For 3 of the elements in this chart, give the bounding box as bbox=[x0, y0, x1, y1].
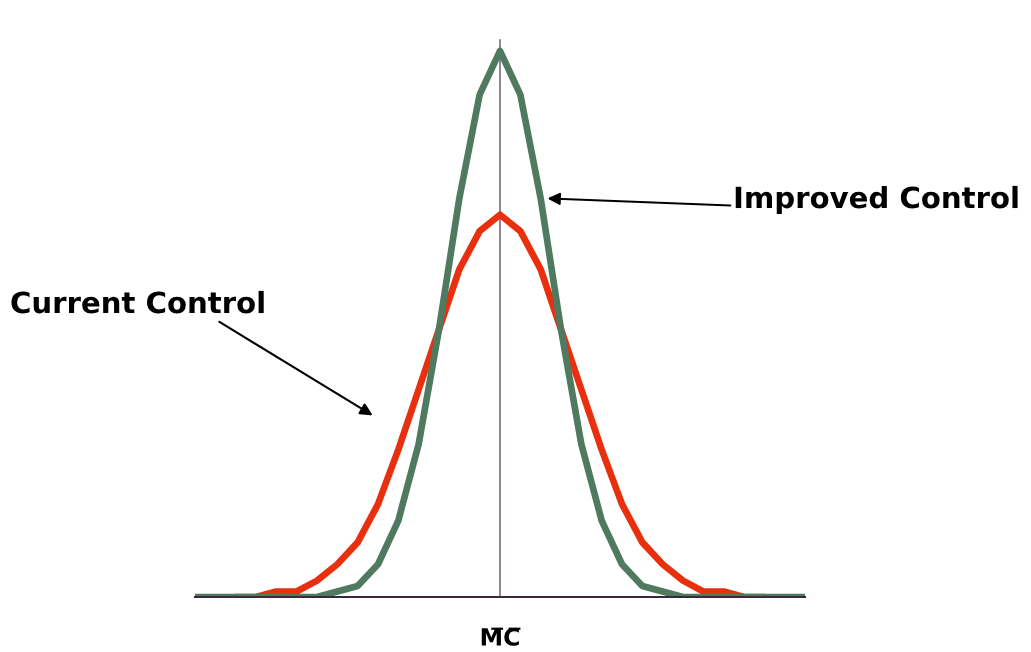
annotation: Current Control bbox=[11, 290, 264, 314]
annotation: Improved Control bbox=[735, 185, 1018, 215]
text: M̅C̅ bbox=[481, 627, 521, 646]
